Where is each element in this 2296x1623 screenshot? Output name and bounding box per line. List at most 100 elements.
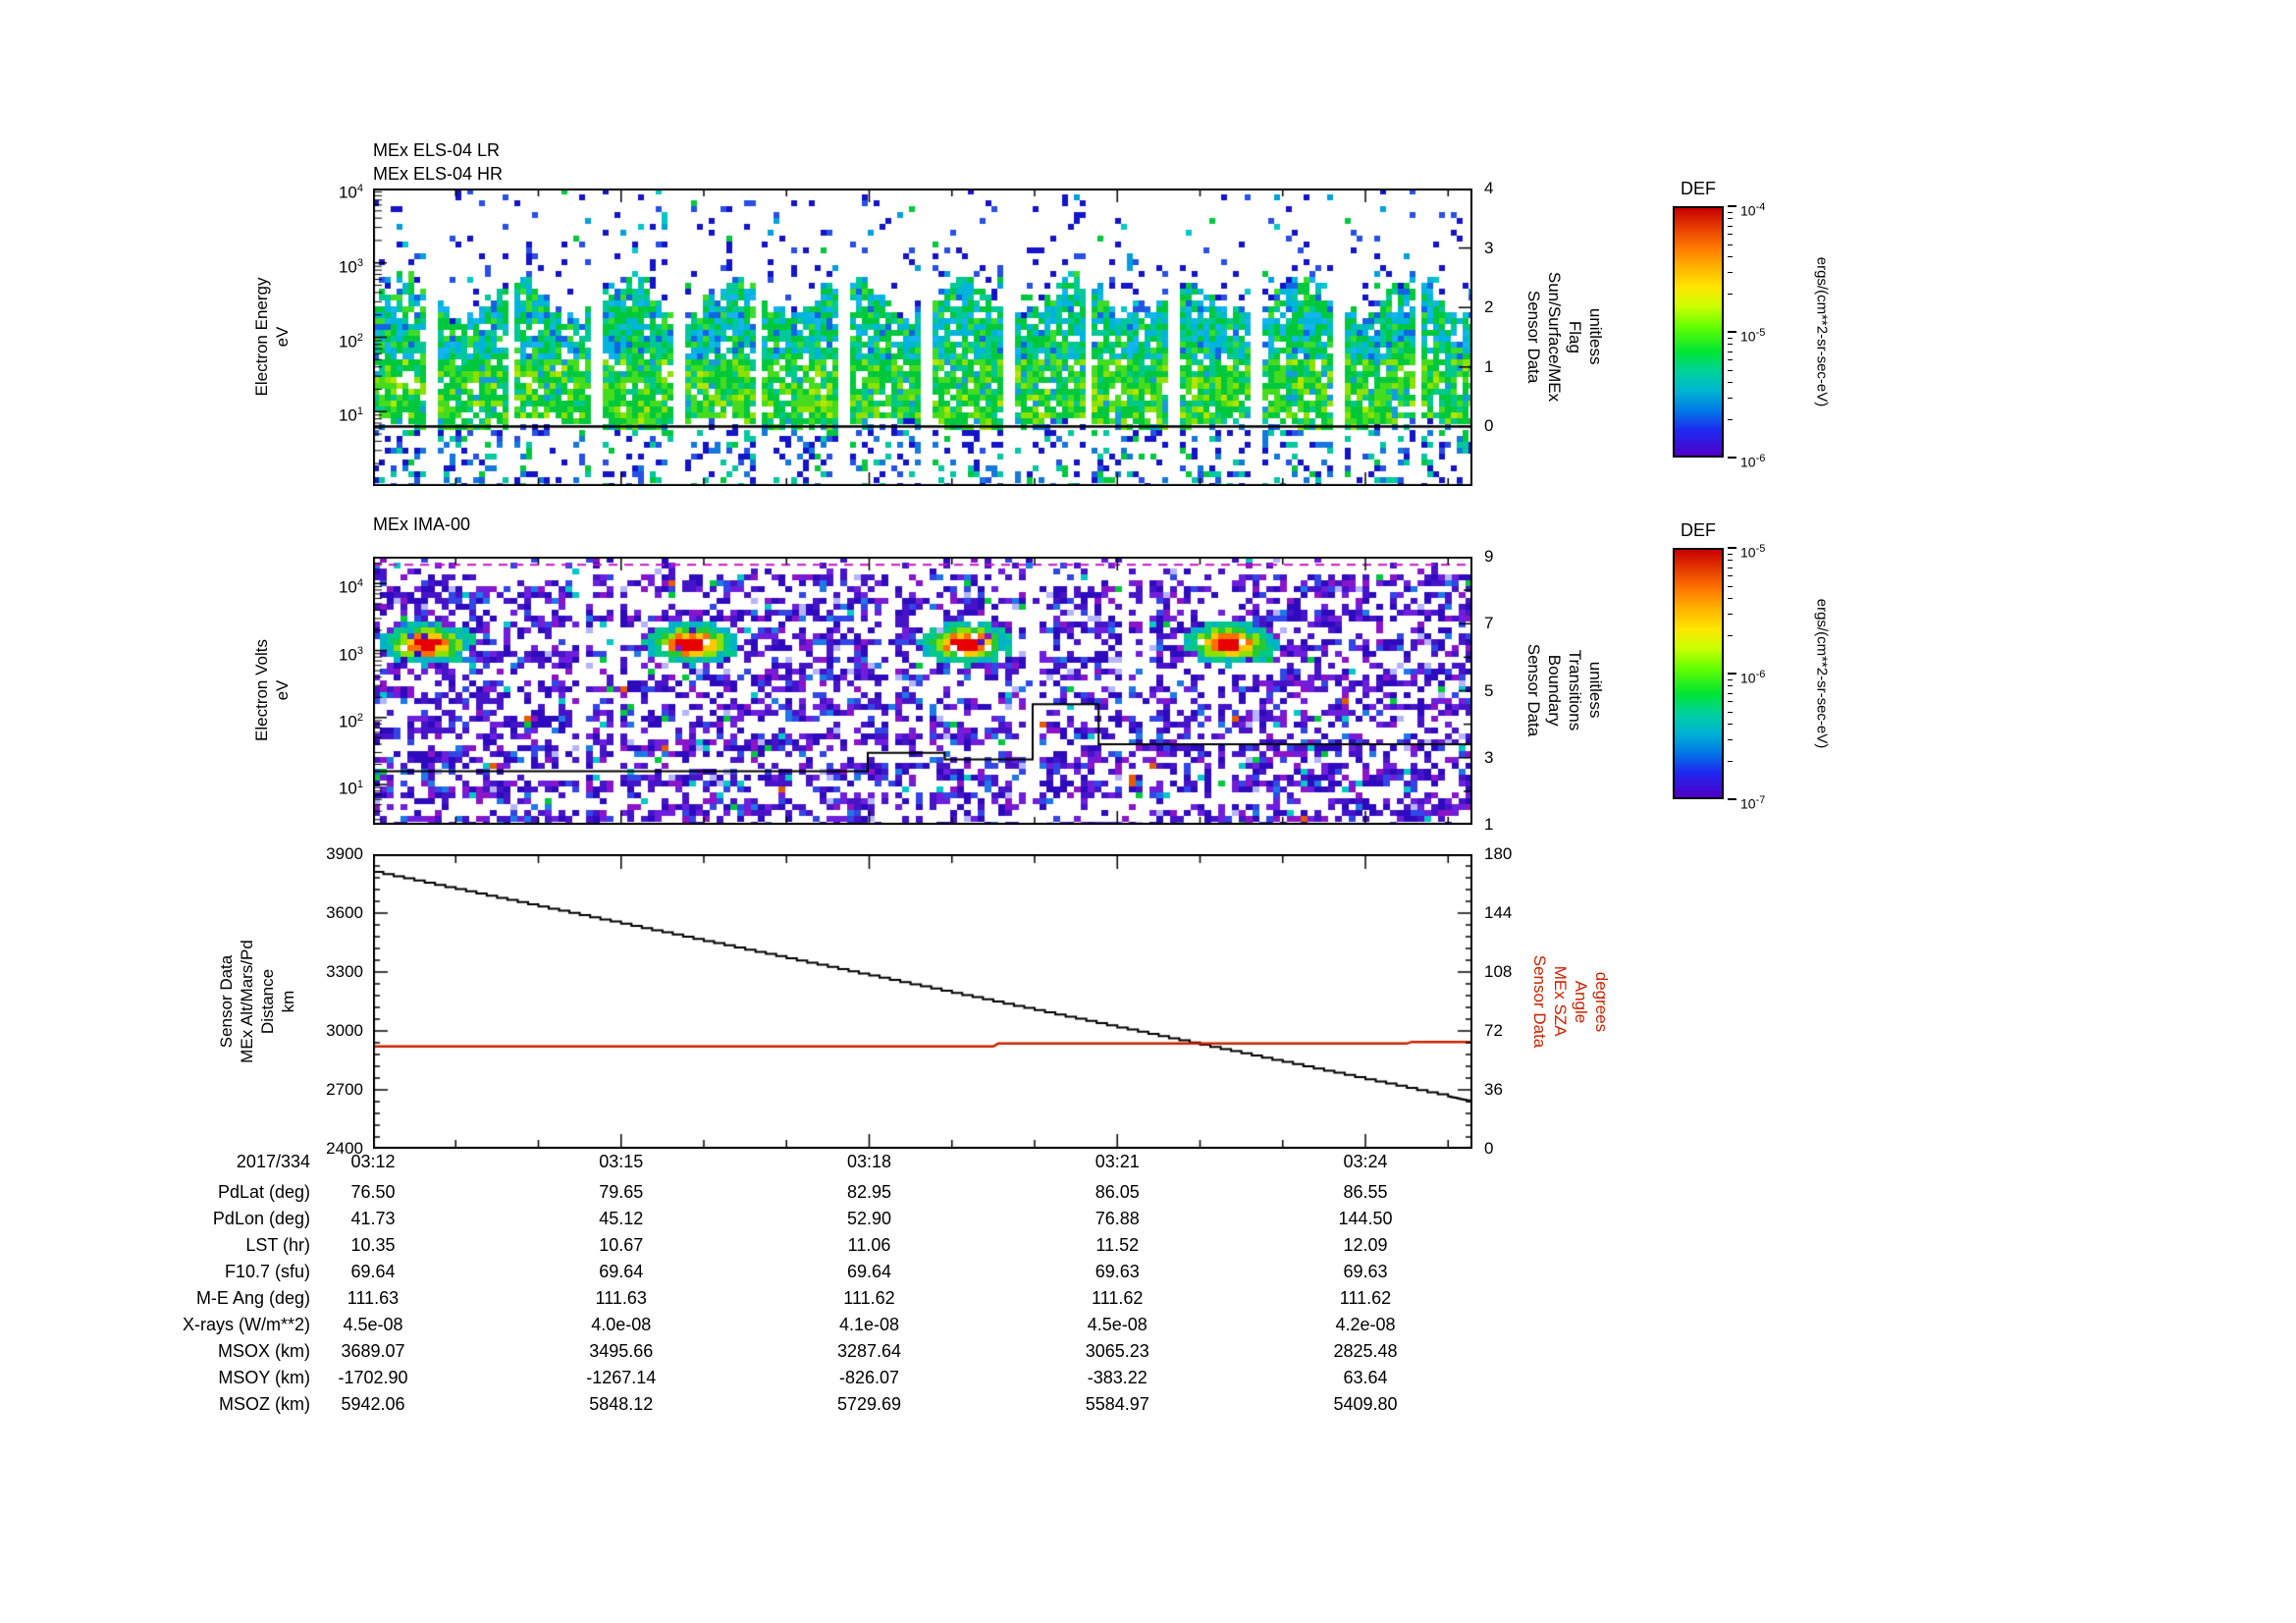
table-row-label: LST (hr) — [245, 1235, 310, 1255]
table-date-label: 2017/334 — [236, 1152, 310, 1171]
ima-transition-tick-label: 7 — [1484, 614, 1494, 633]
table-cell: 3495.66 — [589, 1341, 654, 1361]
els-colorbar-minor-tick — [1728, 397, 1733, 399]
table-cell: 4.5e-08 — [1087, 1315, 1148, 1334]
els-colorbar-minor-tick — [1728, 337, 1733, 339]
ima-spectrogram-canvas — [373, 557, 1472, 825]
els-flag-tick-label: 1 — [1484, 356, 1494, 376]
ima-colorbar-minor-tick — [1728, 585, 1733, 587]
table-cell: 41.73 — [350, 1209, 396, 1228]
ima-colorbar-minor-tick — [1728, 560, 1733, 562]
els-colorbar-minor-tick — [1728, 294, 1733, 296]
table-cell: 12.09 — [1343, 1235, 1388, 1255]
ts-sza-tick-label: 72 — [1484, 1021, 1503, 1040]
exponent: 4 — [356, 577, 363, 590]
els-flag-tick-label: 0 — [1484, 416, 1494, 436]
ima-transition-tick-label: 5 — [1484, 680, 1494, 700]
table-cell: 111.62 — [843, 1288, 895, 1308]
table-cell: 69.64 — [350, 1262, 396, 1281]
ts-right-axis-label-line: degrees — [1592, 971, 1611, 1032]
ts-altitude-tick-label: 3000 — [326, 1021, 363, 1040]
ts-altitude-tick-label: 2700 — [326, 1080, 363, 1099]
ima-colorbar-minor-tick — [1728, 575, 1733, 577]
table-cell: -1267.14 — [586, 1368, 657, 1387]
ima-transition-tick-label: 9 — [1484, 547, 1494, 566]
ima-right-axis-label: Sensor Data Boundary Transitions unitles… — [1523, 644, 1606, 737]
ima-colorbar-minor-tick — [1728, 711, 1733, 713]
table-cell: 4.5e-08 — [343, 1315, 403, 1334]
ima-transition-tick-label: 3 — [1484, 747, 1494, 767]
exponent: 4 — [356, 183, 363, 194]
ima-title: MEx IMA-00 — [373, 514, 471, 534]
ima-colorbar-minor-tick — [1728, 635, 1733, 637]
exponent: -5 — [1755, 327, 1766, 339]
exponent: -5 — [1755, 543, 1766, 555]
els-y-tick-label: 101 — [338, 406, 363, 425]
els-flag-tick-label: 3 — [1484, 238, 1494, 257]
table-cell: 79.65 — [599, 1182, 644, 1202]
table-cell: 111.63 — [347, 1288, 400, 1308]
ima-y-tick-label: 101 — [338, 779, 363, 798]
ima-colorbar — [1673, 548, 1724, 799]
els-right-axis-label-line: Sun/Surface/MEx — [1545, 271, 1564, 403]
table-cell: 3689.07 — [341, 1341, 405, 1361]
time-tick-label: 03:15 — [599, 1152, 644, 1171]
table-cell: 111.63 — [595, 1288, 647, 1308]
exponent: -6 — [1755, 453, 1766, 464]
table-cell: -1702.90 — [338, 1368, 408, 1387]
ima-colorbar-minor-tick — [1728, 701, 1733, 703]
ima-colorbar-title: DEF — [1681, 520, 1716, 540]
els-colorbar-minor-tick — [1728, 234, 1733, 236]
els-y-tick-label: 102 — [338, 331, 363, 352]
table-cell: 69.63 — [1095, 1262, 1140, 1281]
table-cell: 5942.06 — [341, 1394, 405, 1414]
els-colorbar — [1673, 206, 1724, 458]
els-colorbar-minor-tick — [1728, 359, 1733, 361]
table-cell: 3065.23 — [1085, 1341, 1149, 1361]
ima-y-tick-label: 103 — [338, 644, 363, 665]
els-colorbar-tick — [1728, 331, 1736, 333]
ima-colorbar-scale-label: 10-5 — [1740, 543, 1766, 561]
ts-right-axis-label: Sensor Data MEx SZA Angle degrees — [1529, 955, 1612, 1049]
timeseries-canvas — [373, 854, 1472, 1149]
ts-left-axis-label-line: MEx Alt/Mars/Pd — [238, 940, 256, 1063]
table-row-label: X-rays (W/m**2) — [183, 1315, 310, 1334]
exponent: -4 — [1755, 201, 1766, 213]
ima-right-axis-label-line: Sensor Data — [1524, 643, 1543, 737]
time-tick-label: 03:24 — [1343, 1152, 1388, 1171]
time-tick-label: 03:12 — [350, 1152, 396, 1171]
els-colorbar-minor-tick — [1728, 344, 1733, 346]
els-y-tick-label: 103 — [338, 256, 363, 277]
els-colorbar-minor-tick — [1728, 255, 1733, 257]
table-cell: 45.12 — [599, 1209, 644, 1228]
els-flag-tick-label: 2 — [1484, 298, 1494, 317]
table-cell: 3287.64 — [836, 1341, 902, 1361]
ima-colorbar-minor-tick — [1728, 723, 1733, 725]
ima-colorbar-minor-tick — [1728, 613, 1733, 615]
exponent: 3 — [356, 256, 363, 269]
table-cell: 11.06 — [847, 1235, 891, 1255]
table-cell: 10.67 — [599, 1235, 644, 1255]
ima-y-tick-label: 102 — [338, 711, 363, 731]
exponent: 1 — [356, 779, 363, 791]
table-cell: 63.64 — [1343, 1368, 1388, 1387]
ima-colorbar-tick — [1728, 673, 1736, 675]
els-colorbar-minor-tick — [1728, 218, 1733, 220]
ima-right-axis-label-line: unitless — [1586, 662, 1605, 719]
els-title-lr: MEx ELS-04 LR — [373, 140, 501, 160]
els-right-axis-label-line: unitless — [1586, 308, 1605, 365]
table-cell: 4.1e-08 — [838, 1315, 900, 1334]
table-row-label: M-E Ang (deg) — [195, 1288, 310, 1308]
els-colorbar-minor-tick — [1728, 369, 1733, 371]
ts-left-axis-label: Sensor Data MEx Alt/Mars/Pd Distance km — [216, 940, 298, 1063]
ima-transition-tick-label: 1 — [1484, 815, 1494, 834]
els-spectrogram-canvas — [373, 189, 1472, 486]
ima-colorbar-minor-tick — [1728, 553, 1733, 555]
table-cell: 11.52 — [1095, 1235, 1140, 1255]
els-colorbar-tick — [1728, 205, 1736, 207]
table-cell: -383.22 — [1087, 1368, 1148, 1387]
ima-colorbar-tick — [1728, 547, 1736, 549]
els-colorbar-title: DEF — [1681, 179, 1716, 198]
time-tick-label: 03:18 — [846, 1152, 892, 1171]
